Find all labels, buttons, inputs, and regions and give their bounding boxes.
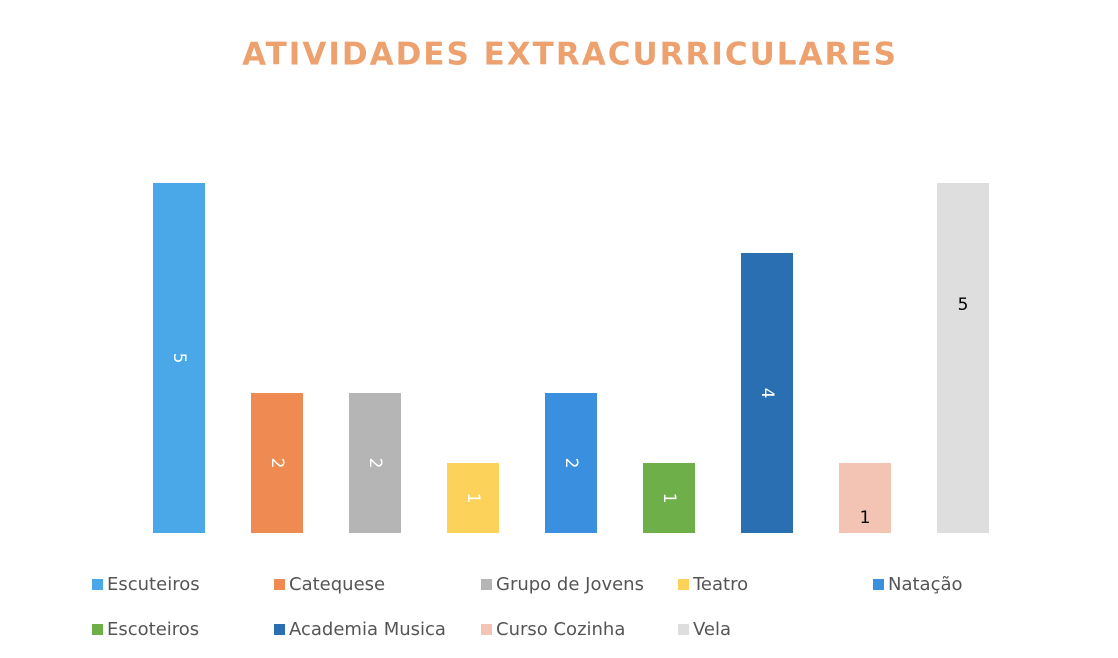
bar	[251, 393, 303, 533]
data-label: 2	[267, 458, 287, 469]
legend-label: Grupo de Jovens	[496, 574, 644, 595]
legend-swatch	[678, 579, 689, 590]
legend-label: Escuteiros	[107, 574, 200, 595]
legend-swatch	[873, 579, 884, 590]
legend-label: Academia Musica	[289, 619, 446, 640]
chart-title: ATIVIDADES EXTRACURRICULARES	[242, 37, 898, 73]
legend-label: Teatro	[692, 574, 748, 595]
bar	[349, 393, 401, 533]
bar	[937, 183, 989, 533]
legend-swatch	[481, 624, 492, 635]
data-label: 5	[958, 295, 969, 315]
bar	[839, 463, 891, 533]
data-label: 5	[169, 353, 189, 364]
data-label: 1	[659, 493, 679, 504]
bar	[741, 253, 793, 533]
data-label: 2	[365, 458, 385, 469]
data-label: 1	[463, 493, 483, 504]
bar	[643, 463, 695, 533]
data-label: 1	[860, 508, 871, 528]
legend-swatch	[92, 579, 103, 590]
bar	[545, 393, 597, 533]
legend-label: Catequese	[289, 574, 385, 595]
data-label: 2	[561, 458, 581, 469]
legend-swatch	[678, 624, 689, 635]
legend-label: Curso Cozinha	[496, 619, 625, 640]
legend-swatch	[274, 579, 285, 590]
legend-label: Escoteiros	[107, 619, 199, 640]
legend-swatch	[274, 624, 285, 635]
data-label: 4	[757, 388, 777, 399]
legend-label: Vela	[693, 619, 731, 640]
bar	[153, 183, 205, 533]
bar	[447, 463, 499, 533]
legend-swatch	[481, 579, 492, 590]
legend-label: Natação	[888, 574, 963, 595]
legend-swatch	[92, 624, 103, 635]
